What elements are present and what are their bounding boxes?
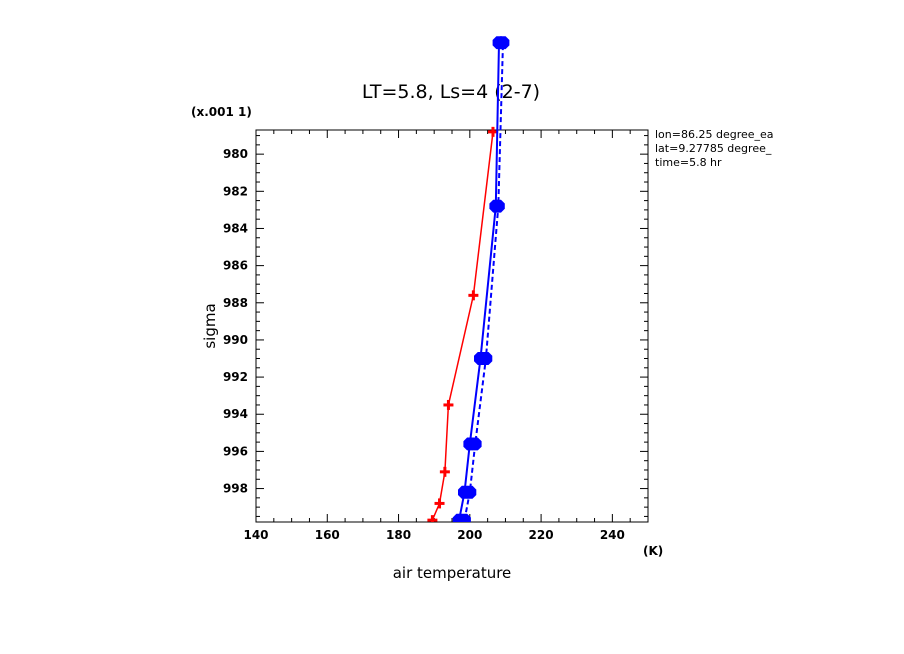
y-tick-label: 982	[223, 184, 248, 198]
data-point	[443, 399, 454, 410]
y-axis-title: sigma	[201, 303, 219, 348]
data-point	[434, 498, 445, 509]
data-point	[468, 437, 482, 451]
y-tick-label: 988	[223, 296, 248, 310]
plot-frame	[255, 129, 649, 523]
x-tick-label: 140	[243, 528, 268, 542]
data-point	[468, 290, 479, 301]
annotation-lon: lon=86.25 degree_ea	[655, 128, 774, 141]
x-tick-label: 200	[457, 528, 482, 542]
y-tick-label: 990	[223, 333, 248, 347]
x-axis-title: air temperature	[393, 564, 512, 582]
annotation-time: time=5.8 hr	[655, 156, 722, 169]
data-point	[463, 485, 477, 499]
data-point	[458, 513, 471, 522]
x-tick-label: 180	[386, 528, 411, 542]
y-tick-label: 992	[223, 370, 248, 384]
y-tick-label: 986	[223, 259, 248, 273]
x-tick-label: 240	[600, 528, 625, 542]
x-tick-label: 220	[529, 528, 554, 542]
x-tick-label: 160	[315, 528, 340, 542]
series-layer	[427, 36, 510, 522]
data-point	[491, 199, 505, 213]
data-point	[496, 36, 510, 50]
x-unit-label: (K)	[643, 544, 663, 558]
y-scale-note: (x.001 1)	[191, 105, 252, 119]
y-tick-label: 994	[223, 407, 248, 421]
y-axis: 980 982 984 986 988 990 992 994 996 998	[223, 135, 648, 517]
chart-title: LT=5.8, Ls=4 (2-7)	[362, 81, 540, 103]
data-point	[479, 352, 493, 365]
y-tick-label: 980	[223, 147, 248, 161]
data-point	[427, 515, 438, 522]
data-point	[439, 466, 450, 477]
y-tick-label: 984	[223, 221, 248, 235]
x-axis: 140 160 180 200 220 240	[243, 130, 631, 542]
y-tick-label: 998	[223, 482, 248, 496]
annotation-lat: lat=9.27785 degree_	[655, 142, 772, 155]
y-tick-label: 996	[223, 444, 248, 458]
